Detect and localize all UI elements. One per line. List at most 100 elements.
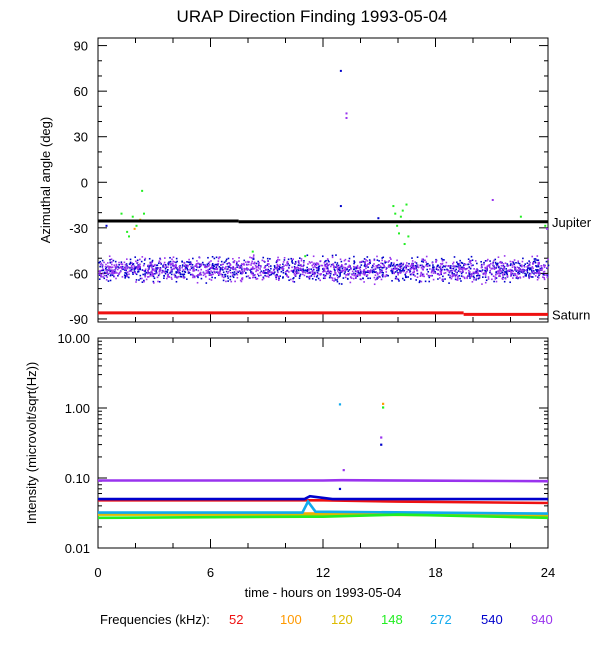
azimuth-point-540	[226, 268, 229, 270]
azimuth-point-940	[409, 265, 412, 267]
azimuth-point-540	[99, 265, 101, 268]
azimuth-point-940	[158, 269, 161, 271]
azimuth-point-940	[190, 265, 192, 268]
intensity-y-axis-label: Intensity (microvolt/sqrt(Hz))	[24, 362, 39, 525]
azimuth-point-940	[119, 270, 122, 273]
azimuth-point-540	[533, 272, 535, 275]
azimuth-point-940	[145, 278, 148, 281]
azimuth-point-540	[152, 280, 155, 283]
azimuth-point-540	[235, 263, 238, 265]
azimuth-point-940	[138, 264, 140, 267]
azimuth-point-940	[536, 278, 539, 281]
azimuth-point-540	[139, 274, 142, 277]
azimuth-point-940	[312, 266, 314, 269]
azimuth-point-540	[362, 260, 364, 263]
azimuth-point-940	[207, 265, 210, 267]
azimuth-point-940	[521, 268, 523, 271]
azimuth-point-940	[454, 265, 456, 267]
azimuth-point-540	[260, 270, 263, 273]
azimuth-point-940	[151, 261, 153, 264]
azimuth-point-940	[195, 275, 198, 277]
azimuth-point-540	[538, 274, 540, 277]
azimuth-point-540	[371, 270, 374, 272]
azimuth-point-940	[308, 276, 311, 279]
azimuth-point-940	[423, 275, 425, 278]
azimuth-point-540	[310, 268, 312, 271]
azimuth-point-540	[434, 270, 436, 273]
azimuth-point-940	[511, 260, 514, 263]
azimuth-point-940	[517, 260, 520, 263]
azimuth-point-940	[268, 263, 270, 265]
azimuth-point-540	[269, 265, 272, 267]
azimuth-point-940	[494, 278, 497, 280]
azimuth-point-940	[344, 263, 346, 266]
azimuth-point-940	[277, 276, 280, 278]
azimuth-point-540	[196, 275, 199, 278]
azimuth-point-940	[520, 264, 523, 267]
azimuth-point-940	[517, 269, 520, 272]
azimuth-point-540	[273, 271, 276, 273]
azimuth-point-940	[355, 275, 357, 278]
azimuth-point-940	[489, 266, 491, 269]
azimuth-point-940	[543, 276, 545, 279]
azimuth-point-940	[198, 273, 201, 276]
azimuth-point-940	[387, 261, 390, 263]
azimuth-point-540	[188, 263, 191, 266]
azimuth-point-540	[298, 257, 301, 259]
azimuth-point-540	[321, 255, 324, 258]
azimuth-point-540	[536, 270, 538, 273]
azimuth-point-940	[390, 258, 392, 260]
azimuth-point-940	[239, 279, 242, 282]
azimuth-point-940	[400, 267, 402, 269]
azimuth-point-540	[522, 268, 524, 271]
azimuth-point-940	[149, 263, 152, 266]
azimuth-point-940	[484, 271, 487, 274]
azimuth-point-940	[507, 270, 509, 273]
azimuth-point-540	[498, 266, 500, 269]
azimuth-point-540	[181, 270, 184, 273]
azimuth-point-540	[104, 271, 106, 274]
azimuth-point-540	[134, 268, 136, 270]
azimuth-point-540	[121, 266, 124, 268]
azimuth-point-940	[449, 271, 451, 273]
azimuth-point-940	[130, 270, 132, 272]
azimuth-point-540	[175, 261, 177, 264]
azimuth-point-540	[175, 272, 178, 274]
azimuth-point-940	[257, 263, 260, 265]
azimuth-point-940	[512, 277, 514, 279]
azimuth-point-540	[442, 275, 444, 278]
azimuth-point-540	[297, 268, 299, 271]
azimuth-point-940	[208, 263, 211, 266]
frequency-legend-label: Frequencies (kHz):	[100, 612, 210, 627]
azimuth-point-540	[240, 272, 242, 274]
azimuth-point-540	[390, 262, 393, 264]
azimuth-point-940	[241, 263, 244, 266]
azimuth-point-940	[252, 262, 255, 265]
azimuth-point-940	[441, 263, 443, 266]
azimuth-point-940	[173, 264, 176, 267]
azimuth-point-540	[515, 270, 518, 273]
legend-item-940: 940	[531, 612, 553, 627]
azimuth-point-940	[235, 264, 238, 266]
azimuth-point-540	[125, 272, 128, 274]
azimuth-point-940	[175, 263, 177, 266]
azimuth-point-148	[126, 230, 129, 233]
azimuth-point-940	[355, 276, 357, 279]
azimuth-point-540	[299, 274, 301, 277]
azimuth-point-940	[474, 260, 477, 262]
azimuth-point-940	[111, 272, 113, 274]
azimuth-point-940	[413, 270, 416, 273]
azimuth-point-940	[323, 275, 326, 278]
azimuth-point-940	[477, 270, 479, 273]
azimuth-point-940	[135, 281, 137, 283]
azimuth-point-540	[339, 267, 341, 269]
azimuth-point-540	[378, 275, 381, 278]
azimuth-point-940	[151, 267, 154, 270]
azimuth-point-540	[489, 260, 491, 262]
azimuth-point-940	[546, 276, 549, 279]
azimuth-point-940	[124, 267, 126, 269]
azimuth-point-940	[130, 265, 133, 267]
azimuth-point-940	[321, 264, 324, 267]
azimuth-point-940	[361, 260, 363, 263]
azimuth-point-540	[528, 268, 531, 271]
